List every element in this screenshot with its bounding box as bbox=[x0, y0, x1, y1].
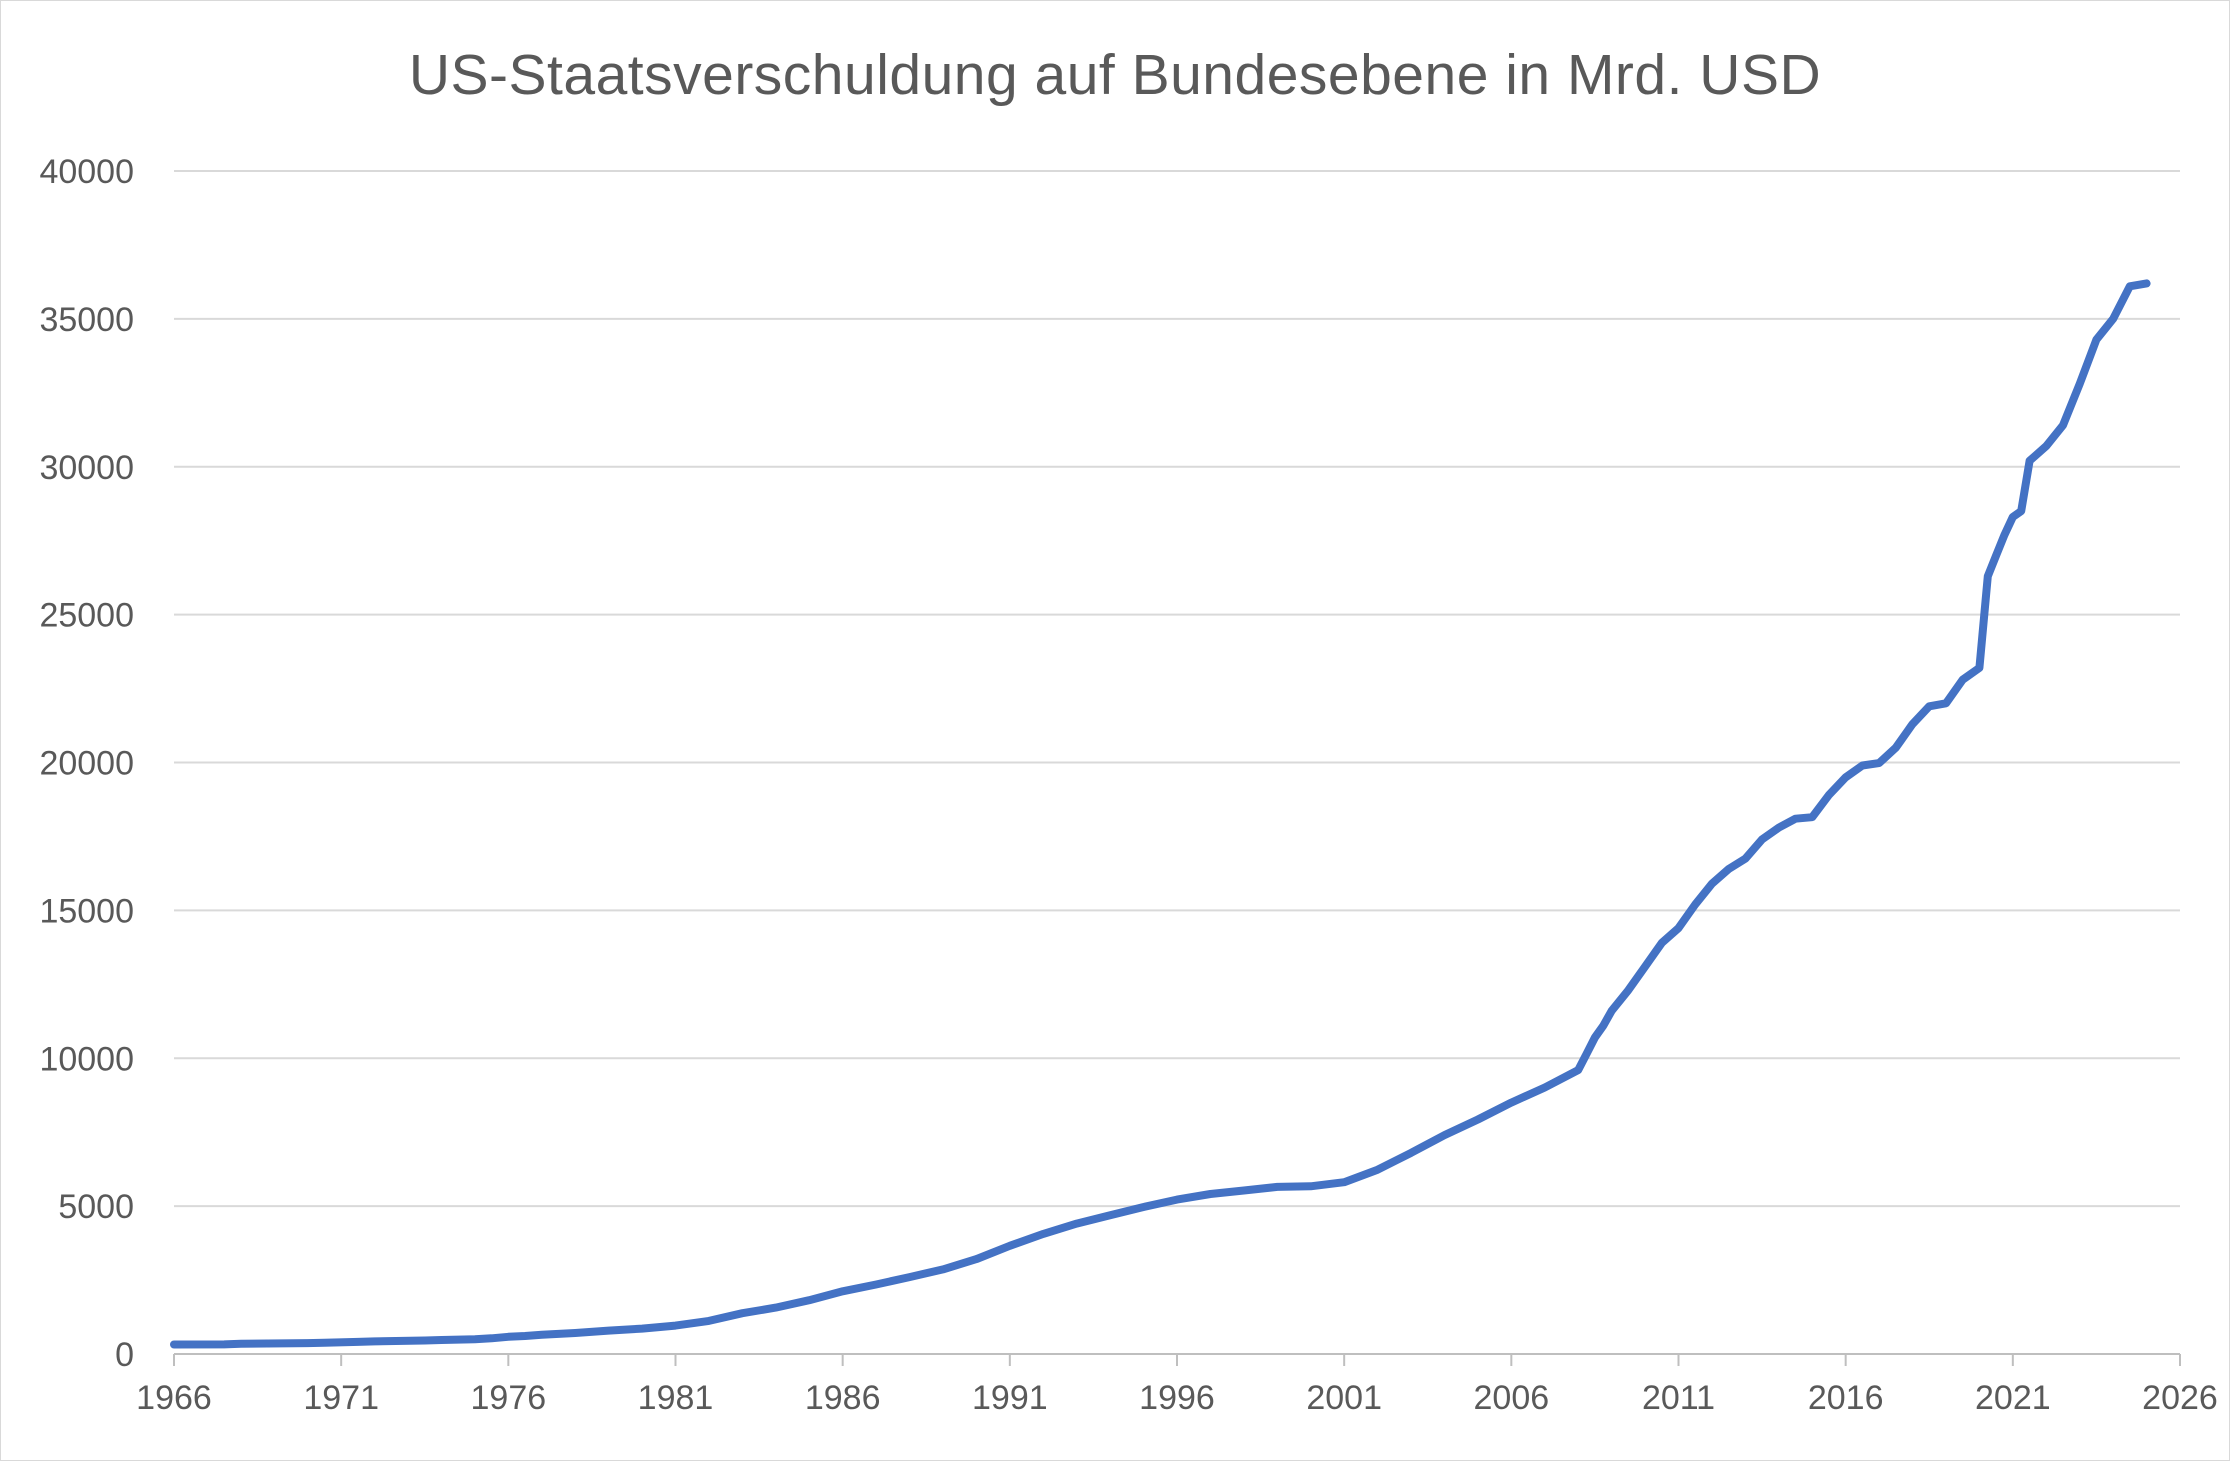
y-tick-label: 35000 bbox=[39, 301, 134, 339]
x-tick-label: 1981 bbox=[638, 1379, 714, 1417]
y-tick-label: 5000 bbox=[58, 1188, 134, 1226]
y-tick-label: 40000 bbox=[39, 153, 134, 191]
y-tick-label: 0 bbox=[115, 1336, 134, 1374]
x-tick-label: 1991 bbox=[972, 1379, 1048, 1417]
series-line-0 bbox=[170, 279, 2151, 1349]
x-axis bbox=[173, 1353, 2181, 1366]
x-tick-label: 1971 bbox=[303, 1379, 379, 1417]
x-tick-label: 2006 bbox=[1474, 1379, 1550, 1417]
y-tick-label: 10000 bbox=[39, 1040, 134, 1078]
x-tick-label: 1986 bbox=[805, 1379, 881, 1417]
x-tick-label: 2026 bbox=[2142, 1379, 2218, 1417]
x-tick-label: 1996 bbox=[1139, 1379, 1215, 1417]
x-tick-label: 1966 bbox=[136, 1379, 212, 1417]
series-layer bbox=[170, 279, 2151, 1349]
y-tick-label: 15000 bbox=[39, 892, 134, 930]
x-tick-label: 2021 bbox=[1975, 1379, 2051, 1417]
chart-title: US-Staatsverschuldung auf Bundesebene in… bbox=[408, 43, 1822, 107]
y-tick-label: 30000 bbox=[39, 449, 134, 487]
y-tick-label: 20000 bbox=[39, 745, 134, 783]
x-tick-label: 1976 bbox=[471, 1379, 547, 1417]
x-tick-label: 2016 bbox=[1808, 1379, 1884, 1417]
y-tick-label: 25000 bbox=[39, 597, 134, 635]
gridlines bbox=[174, 170, 2180, 1208]
y-axis-labels: 0 5000 10000 15000 20000 25000 30000 35000 40000 bbox=[39, 153, 134, 1374]
x-tick-label: 2011 bbox=[1642, 1379, 1715, 1417]
x-axis-labels: 1966 1971 1976 1981 1986 1991 1996 2001 2006 2011… bbox=[136, 1379, 2218, 1417]
x-tick-label: 2001 bbox=[1306, 1379, 1382, 1417]
